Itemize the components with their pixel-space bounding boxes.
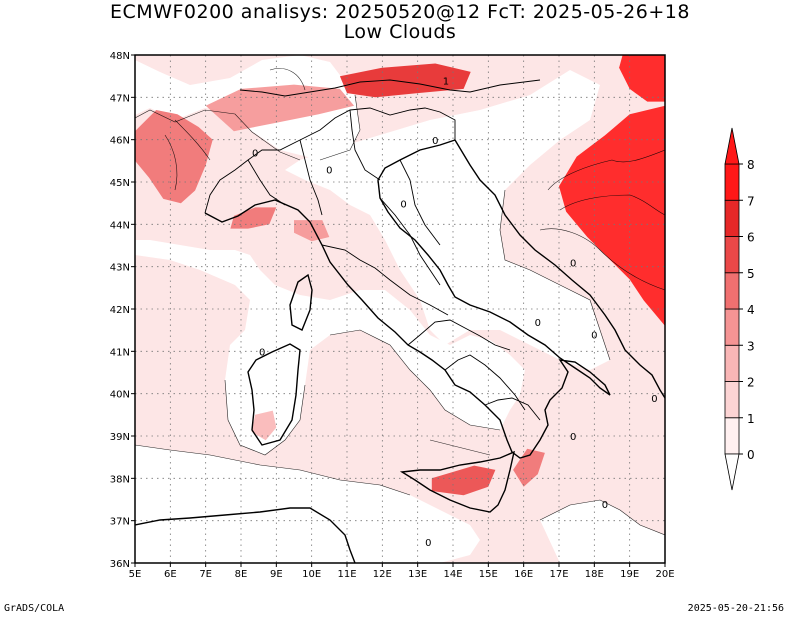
x-tick-label: 18E xyxy=(585,569,604,580)
y-tick-label: 38N xyxy=(110,474,130,485)
cloud-regions xyxy=(135,55,665,496)
colorbar-label: 6 xyxy=(747,231,755,245)
x-tick-label: 10E xyxy=(302,569,321,580)
x-tick-label: 11E xyxy=(337,569,356,580)
x-tick-label: 7E xyxy=(199,569,212,580)
cloud-region xyxy=(431,465,496,496)
contour-label: 0 xyxy=(326,166,332,177)
footer-timestamp: 2025-05-20-21:56 xyxy=(687,603,784,614)
contour-label: 0 xyxy=(570,259,576,270)
contour-label: 0 xyxy=(570,432,576,443)
clear-area xyxy=(135,240,525,455)
colorbar-swatch xyxy=(724,381,740,419)
x-tick-label: 6E xyxy=(164,569,177,580)
x-tick-label: 5E xyxy=(129,569,142,580)
cloud-region xyxy=(619,55,665,102)
colorbar-label: 1 xyxy=(747,412,755,426)
cloud-region xyxy=(251,410,277,441)
map-title-line2: Low Clouds xyxy=(343,21,457,43)
borders xyxy=(204,79,541,421)
map-title-line1: ECMWF0200 analisys: 20250520@12 FcT: 202… xyxy=(110,1,690,23)
y-tick-label: 46N xyxy=(110,136,130,147)
y-tick-label: 44N xyxy=(110,220,130,231)
y-tick-label: 47N xyxy=(110,93,130,104)
colorbar-swatch xyxy=(724,236,740,274)
colorbar-swatch xyxy=(724,272,740,310)
coastlines xyxy=(135,139,665,563)
cloud-region xyxy=(230,207,277,229)
clear-area xyxy=(135,445,480,563)
footer-software-credit: GrADS/COLA xyxy=(4,603,65,614)
colorbar-label: 7 xyxy=(747,194,755,208)
colorbar-swatch xyxy=(724,163,740,201)
colorbar: 0 1 2 3 4 5 6 7 8 xyxy=(724,127,755,491)
contour-label: 0 xyxy=(535,318,541,329)
y-tick-label: 42N xyxy=(110,305,130,316)
contour-label: 0 xyxy=(651,394,657,405)
colorbar-swatch xyxy=(724,308,740,346)
x-tick-label: 9E xyxy=(270,569,283,580)
x-tick-label: 20E xyxy=(655,569,674,580)
colorbar-label: 4 xyxy=(747,303,755,317)
contour-labels: 0 0 0 1 0 0 0 0 0 0 0 0 0 xyxy=(252,77,658,549)
contour-label: 0 xyxy=(432,136,438,147)
contour-label: 1 xyxy=(443,77,449,88)
cloud-region xyxy=(339,63,471,98)
graticule xyxy=(135,55,665,563)
x-axis: 5E 6E 7E 8E 9E 10E 11E 12E 13E 14E 15E 16E 17E 18E 19E… xyxy=(129,563,675,580)
colorbar-label: 5 xyxy=(747,267,755,281)
contour-label: 0 xyxy=(425,538,431,549)
y-tick-label: 45N xyxy=(110,178,130,189)
y-axis: 36N 37N 38N 39N 40N 41N 42N 43N 44N 45N 46N 47N 48N xyxy=(110,51,135,570)
x-tick-label: 16E xyxy=(514,569,533,580)
colorbar-arrow-bottom xyxy=(724,453,740,491)
y-tick-label: 36N xyxy=(110,559,130,570)
x-tick-label: 13E xyxy=(408,569,427,580)
cloud-region xyxy=(294,220,330,242)
colorbar-label: 8 xyxy=(747,158,755,172)
y-tick-label: 37N xyxy=(110,517,130,528)
contour-label: 0 xyxy=(591,331,597,342)
colorbar-arrow-top xyxy=(724,127,740,165)
x-tick-label: 17E xyxy=(549,569,568,580)
contour-label: 0 xyxy=(602,500,608,511)
clear-area xyxy=(540,500,665,563)
contour-label: 0 xyxy=(400,199,406,210)
contour-label: 0 xyxy=(259,348,265,359)
colorbar-swatch xyxy=(724,417,740,455)
colorbar-label: 2 xyxy=(747,376,755,390)
x-tick-label: 8E xyxy=(235,569,248,580)
colorbar-swatch xyxy=(724,344,740,382)
cloud-region xyxy=(135,110,213,204)
y-tick-label: 43N xyxy=(110,263,130,274)
cloud-region xyxy=(559,105,665,326)
contour-label: 0 xyxy=(252,149,258,160)
y-tick-label: 39N xyxy=(110,432,130,443)
y-tick-label: 41N xyxy=(110,347,130,358)
x-tick-label: 12E xyxy=(373,569,392,580)
x-tick-label: 19E xyxy=(620,569,639,580)
colorbar-swatch xyxy=(724,199,740,237)
x-tick-label: 15E xyxy=(479,569,498,580)
cloud-region xyxy=(205,84,355,132)
y-tick-label: 40N xyxy=(110,390,130,401)
contour-lines xyxy=(135,68,665,536)
colorbar-label: 0 xyxy=(747,448,755,462)
x-tick-label: 14E xyxy=(443,569,462,580)
clear-area xyxy=(285,70,610,370)
colorbar-label: 3 xyxy=(747,339,755,353)
y-tick-label: 48N xyxy=(110,51,130,62)
